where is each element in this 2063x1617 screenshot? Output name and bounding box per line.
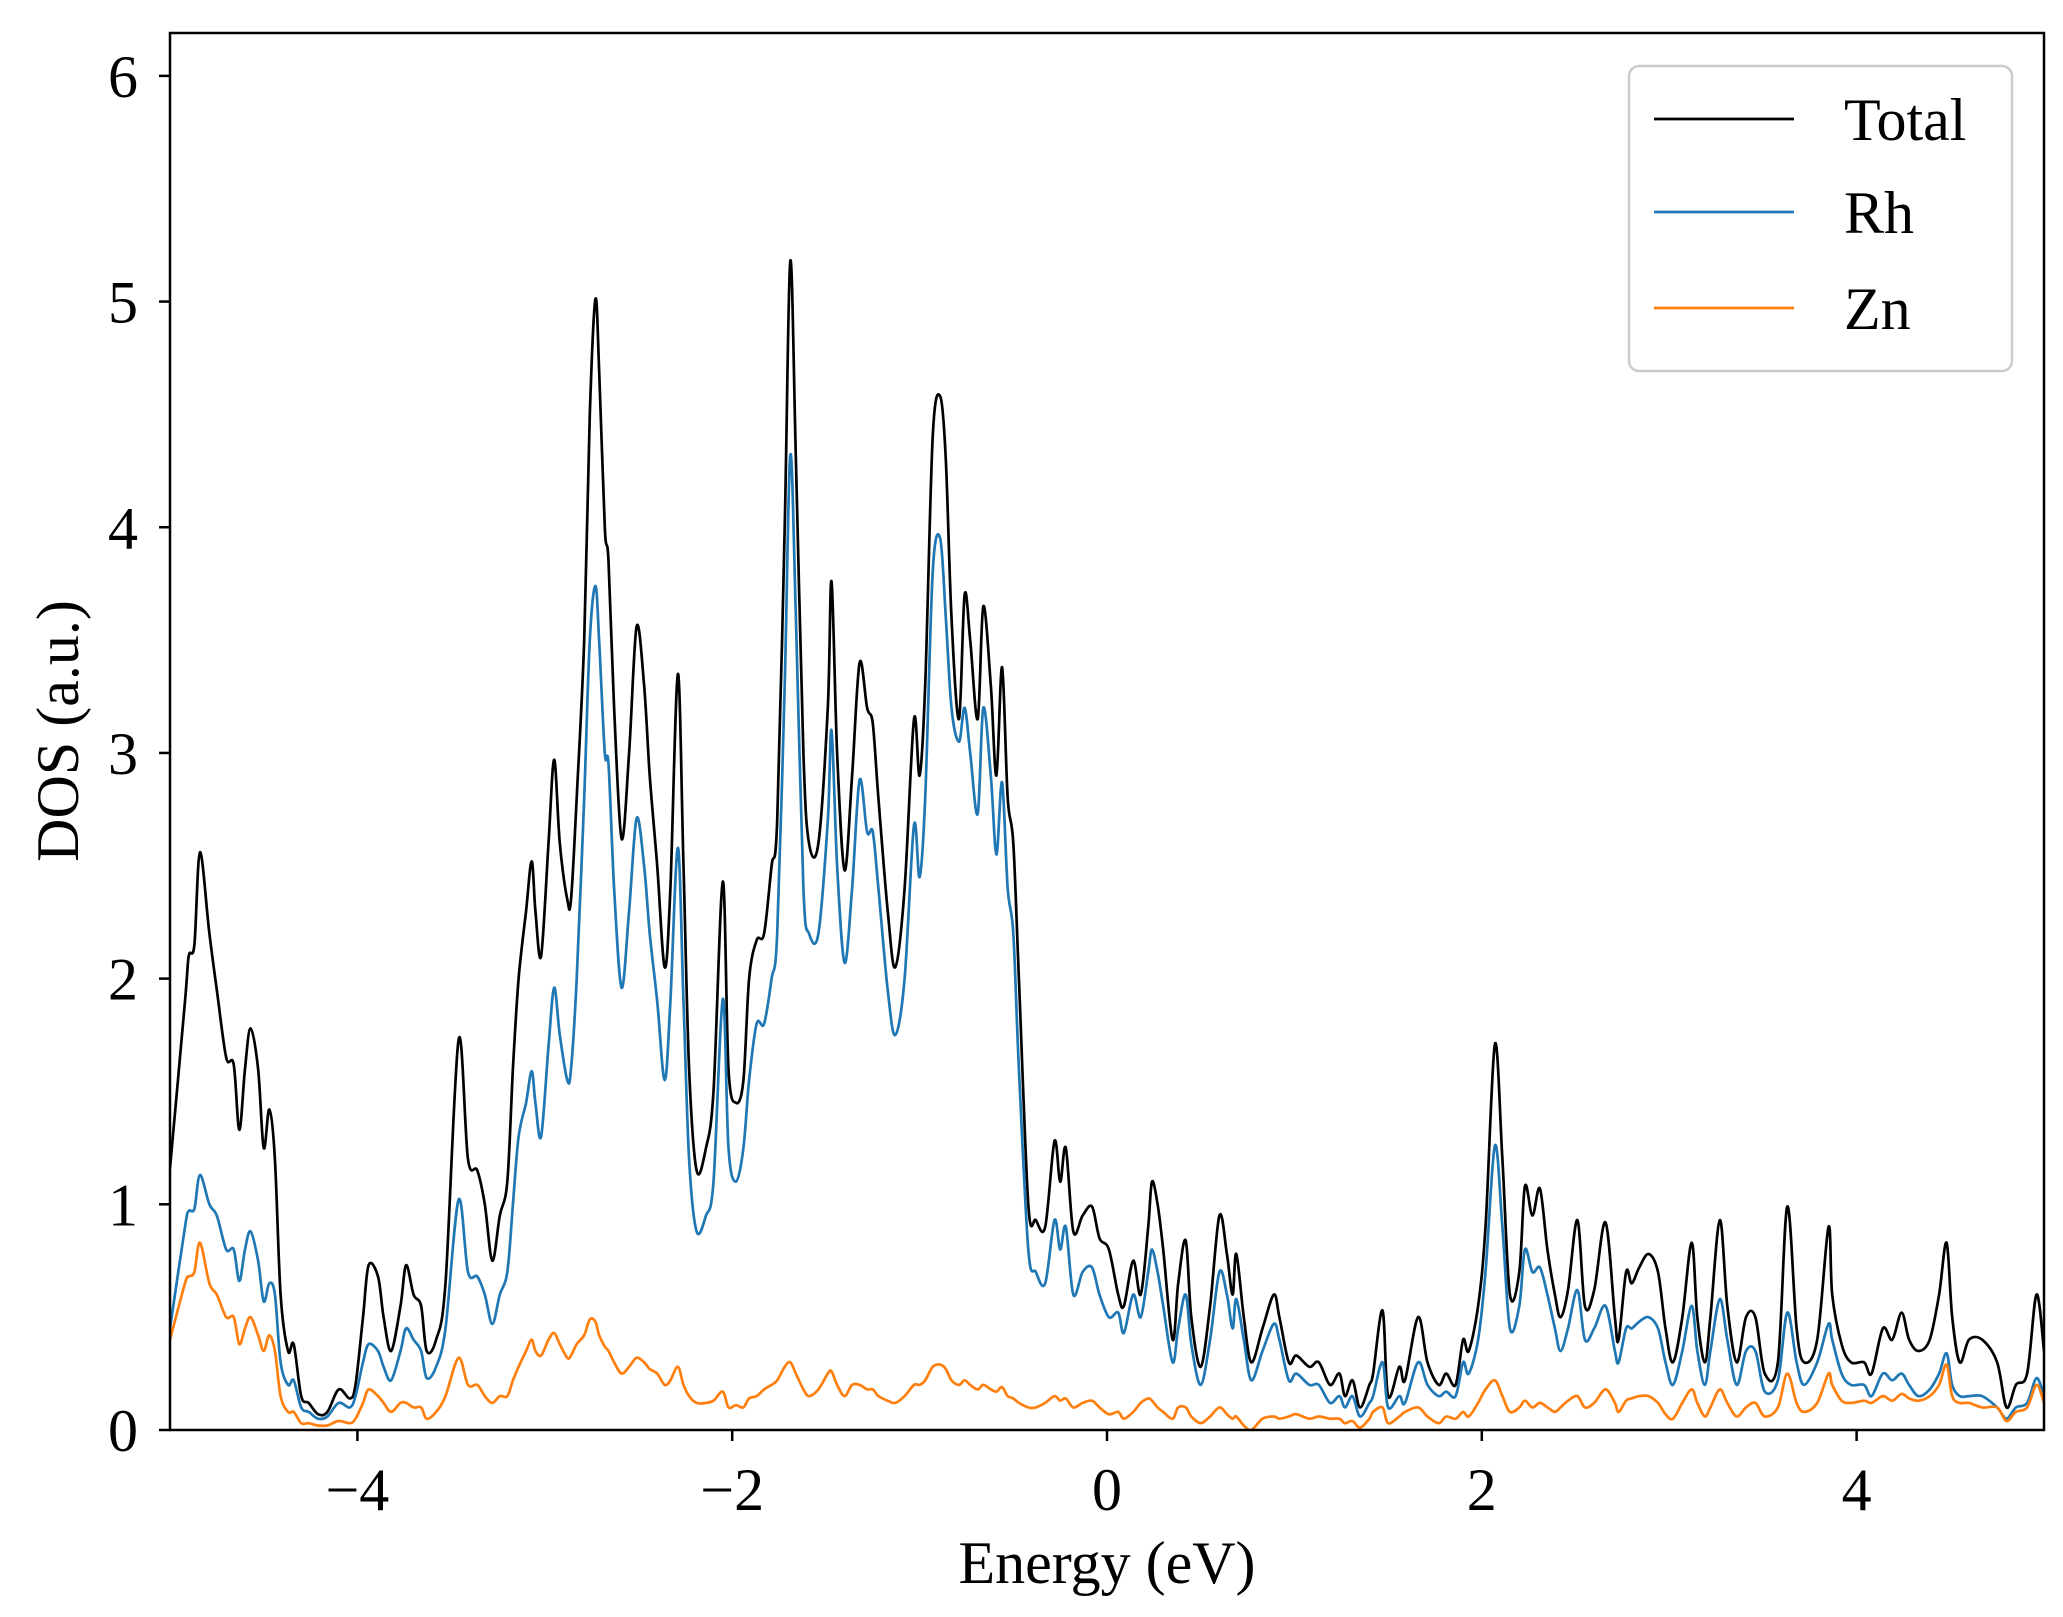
x-tick-label: −2 [700, 1457, 764, 1523]
legend-box [1627, 64, 2014, 373]
legend-label-rh: Rh [1844, 180, 1914, 246]
y-tick-label: 1 [108, 1172, 138, 1238]
x-axis-label: Energy (eV) [958, 1530, 1255, 1596]
legend-label-total: Total [1844, 87, 1966, 153]
y-tick-label: 6 [108, 44, 138, 110]
y-tick-label: 5 [108, 270, 138, 336]
y-tick-label: 3 [108, 721, 138, 787]
plot-frame [168, 31, 2046, 1432]
x-tick-label: 2 [1467, 1457, 1497, 1523]
plot-area [170, 259, 2044, 1430]
legend-label-zn: Zn [1844, 276, 1911, 342]
x-tick-label: −4 [325, 1457, 389, 1523]
series-line-total [170, 259, 2044, 1417]
axis-ticks: −4 −2 0 2 4 0 1 2 3 4 5 6 [108, 44, 1872, 1523]
series-line-zn [170, 1241, 2044, 1430]
legend: Total Rh Zn [1627, 64, 2014, 373]
x-tick-label: 4 [1842, 1457, 1872, 1523]
y-tick-label: 0 [108, 1398, 138, 1464]
y-axis-label: DOS (a.u.) [25, 600, 91, 862]
x-tick-label: 0 [1092, 1457, 1122, 1523]
series-line-rh [170, 452, 2044, 1421]
y-tick-label: 4 [108, 495, 138, 561]
y-tick-label: 2 [108, 947, 138, 1013]
